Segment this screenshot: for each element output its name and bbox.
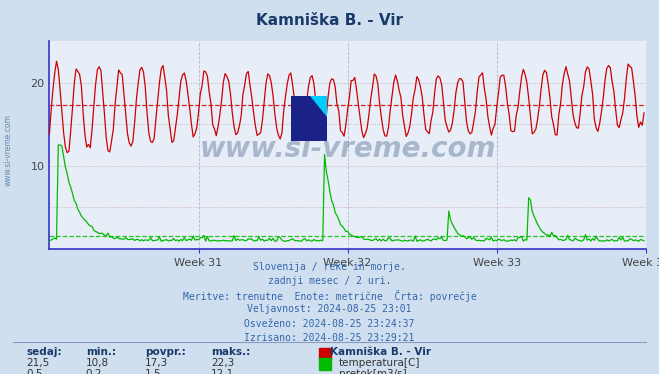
- Text: 0,5: 0,5: [26, 369, 43, 374]
- Text: povpr.:: povpr.:: [145, 347, 186, 357]
- Text: Slovenija / reke in morje.: Slovenija / reke in morje.: [253, 262, 406, 272]
- Text: 17,3: 17,3: [145, 358, 168, 368]
- Text: min.:: min.:: [86, 347, 116, 357]
- Text: 10,8: 10,8: [86, 358, 109, 368]
- Text: 21,5: 21,5: [26, 358, 49, 368]
- Text: www.si-vreme.com: www.si-vreme.com: [200, 135, 496, 163]
- Text: www.si-vreme.com: www.si-vreme.com: [3, 114, 13, 186]
- Text: Veljavnost: 2024-08-25 23:01: Veljavnost: 2024-08-25 23:01: [247, 304, 412, 315]
- Text: Izrisano: 2024-08-25 23:29:21: Izrisano: 2024-08-25 23:29:21: [244, 333, 415, 343]
- Polygon shape: [309, 96, 328, 118]
- Text: zadnji mesec / 2 uri.: zadnji mesec / 2 uri.: [268, 276, 391, 286]
- Text: 12,1: 12,1: [211, 369, 234, 374]
- Text: maks.:: maks.:: [211, 347, 250, 357]
- Text: sedaj:: sedaj:: [26, 347, 62, 357]
- Text: 0,2: 0,2: [86, 369, 102, 374]
- Text: Kamniška B. - Vir: Kamniška B. - Vir: [256, 13, 403, 28]
- Text: Osveženo: 2024-08-25 23:24:37: Osveženo: 2024-08-25 23:24:37: [244, 319, 415, 329]
- Text: temperatura[C]: temperatura[C]: [339, 358, 420, 368]
- Polygon shape: [291, 96, 309, 118]
- Text: 22,3: 22,3: [211, 358, 234, 368]
- Text: pretok[m3/s]: pretok[m3/s]: [339, 369, 407, 374]
- Polygon shape: [291, 96, 328, 141]
- Text: Kamniška B. - Vir: Kamniška B. - Vir: [330, 347, 430, 357]
- Text: 1,5: 1,5: [145, 369, 161, 374]
- Text: Meritve: trenutne  Enote: metrične  Črta: povrečje: Meritve: trenutne Enote: metrične Črta: …: [183, 290, 476, 302]
